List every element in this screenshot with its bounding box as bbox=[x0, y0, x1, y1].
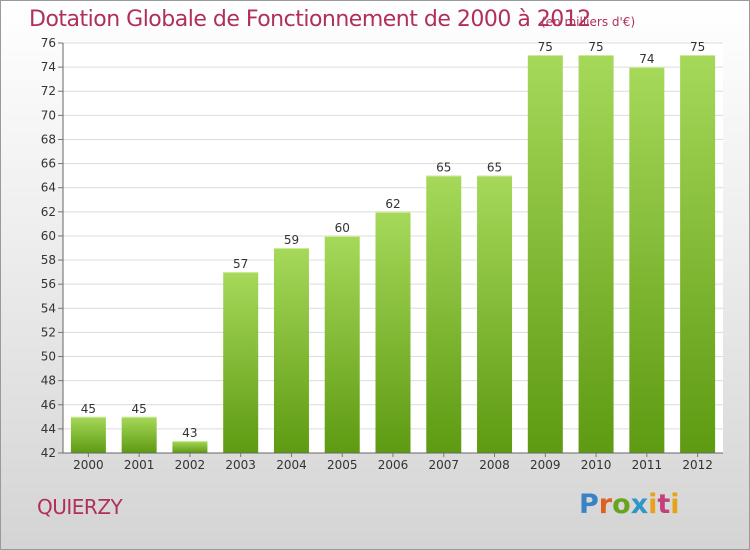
logo-letter: i bbox=[648, 489, 658, 520]
bar bbox=[578, 55, 614, 453]
proxiti-logo[interactable]: Proxiti bbox=[579, 489, 680, 520]
bar bbox=[172, 440, 208, 453]
x-tick-label: 2000 bbox=[73, 458, 104, 472]
bar bbox=[375, 211, 411, 453]
bar bbox=[477, 175, 513, 453]
y-tick-label: 74 bbox=[41, 60, 56, 74]
x-tick-label: 2005 bbox=[327, 458, 358, 472]
y-tick-label: 68 bbox=[41, 132, 56, 146]
x-tick-label: 2008 bbox=[479, 458, 510, 472]
value-label: 75 bbox=[588, 40, 603, 54]
y-tick-label: 50 bbox=[41, 350, 56, 364]
commune-name: QUIERZY bbox=[37, 495, 123, 519]
y-tick-label: 42 bbox=[41, 446, 56, 460]
bar bbox=[527, 55, 563, 453]
y-tick-label: 62 bbox=[41, 205, 56, 219]
chart-title: Dotation Globale de Fonctionnement de 20… bbox=[29, 7, 591, 32]
bar bbox=[629, 67, 665, 453]
y-tick-label: 46 bbox=[41, 398, 56, 412]
bar bbox=[273, 248, 309, 453]
x-tick-label: 2006 bbox=[378, 458, 409, 472]
value-label: 57 bbox=[233, 257, 248, 271]
y-tick-label: 60 bbox=[41, 229, 56, 243]
value-label: 65 bbox=[487, 161, 502, 175]
y-tick-label: 52 bbox=[41, 325, 56, 339]
chart-subtitle: (en milliers d'€) bbox=[541, 15, 636, 29]
value-label: 62 bbox=[385, 197, 400, 211]
x-tick-label: 2004 bbox=[276, 458, 307, 472]
bars: 45 45 43 57 59 60 62 65 65 75 75 74 75 bbox=[70, 40, 716, 453]
value-label: 43 bbox=[182, 426, 197, 440]
value-label: 59 bbox=[284, 233, 299, 247]
logo-letter: o bbox=[612, 489, 631, 520]
y-tick-label: 64 bbox=[41, 181, 56, 195]
x-tick-label: 2007 bbox=[428, 458, 459, 472]
bar bbox=[121, 416, 157, 453]
value-label: 75 bbox=[538, 40, 553, 54]
y-tick-label: 58 bbox=[41, 253, 56, 267]
y-tick-label: 44 bbox=[41, 422, 56, 436]
x-tick-label: 2009 bbox=[530, 458, 561, 472]
logo-letter: P bbox=[579, 489, 599, 520]
bar bbox=[426, 175, 462, 453]
value-label: 45 bbox=[81, 402, 96, 416]
x-tick-label: 2002 bbox=[175, 458, 206, 472]
x-tick-label: 2003 bbox=[225, 458, 256, 472]
bar bbox=[223, 272, 259, 453]
axes: 42 44 46 48 50 52 54 56 58 60 62 64 66 68 70 72 74 76 2000… bbox=[41, 36, 723, 472]
x-tick-label: 2001 bbox=[124, 458, 155, 472]
y-tick-label: 56 bbox=[41, 277, 56, 291]
x-tick-label: 2012 bbox=[682, 458, 713, 472]
y-tick-label: 72 bbox=[41, 84, 56, 98]
value-label: 75 bbox=[690, 40, 705, 54]
y-tick-label: 48 bbox=[41, 374, 56, 388]
bar bbox=[70, 416, 106, 453]
value-label: 60 bbox=[335, 221, 350, 235]
y-tick-label: 54 bbox=[41, 301, 56, 315]
logo-letter: i bbox=[670, 489, 680, 520]
logo-letter: r bbox=[598, 489, 613, 520]
bar bbox=[680, 55, 716, 453]
y-tick-label: 66 bbox=[41, 157, 56, 171]
y-tick-label: 70 bbox=[41, 108, 56, 122]
y-tick-label: 76 bbox=[41, 36, 56, 50]
logo-letter: x bbox=[630, 489, 649, 520]
x-tick-label: 2011 bbox=[632, 458, 663, 472]
value-label: 45 bbox=[132, 402, 147, 416]
value-label: 65 bbox=[436, 161, 451, 175]
value-label: 74 bbox=[639, 52, 654, 66]
x-tick-label: 2010 bbox=[581, 458, 612, 472]
bar bbox=[324, 235, 360, 453]
logo-letter: t bbox=[657, 489, 671, 520]
